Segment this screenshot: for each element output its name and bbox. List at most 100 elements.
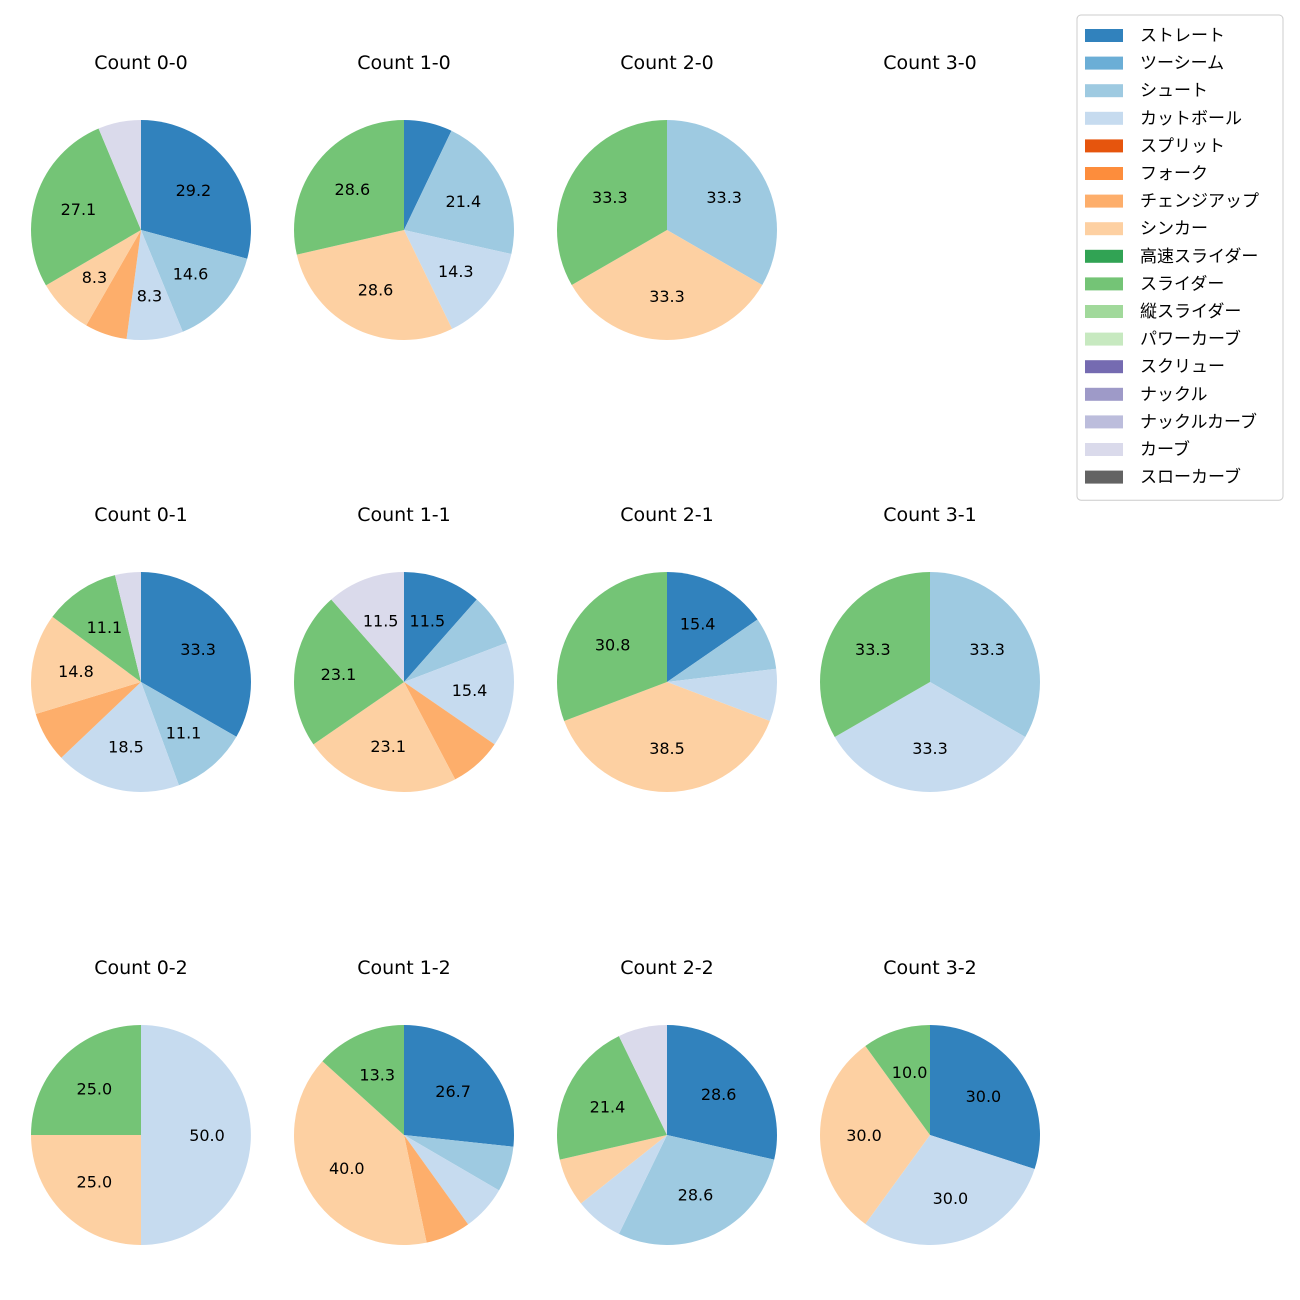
slice-label: 33.3: [969, 640, 1005, 659]
pie-slice: [141, 1025, 251, 1245]
pie-slice: [404, 1025, 514, 1147]
pie-slice: [141, 120, 251, 259]
pie-slice: [98, 120, 141, 230]
slice-label: 11.1: [166, 723, 202, 742]
pie-slice: [294, 120, 404, 255]
legend-swatch: [1085, 139, 1123, 153]
legend-label: ナックル: [1140, 385, 1208, 405]
legend-label: カットボール: [1140, 109, 1242, 129]
pie-slice: [580, 1135, 667, 1234]
pie-slice: [618, 1025, 667, 1135]
pie-slice: [294, 1061, 427, 1246]
legend-label: 高速スライダー: [1140, 247, 1258, 267]
slice-label: 25.0: [77, 1079, 113, 1098]
pie-title: Count 1-2: [357, 957, 451, 979]
pie-slice: [404, 572, 477, 682]
legend-label: チェンジアップ: [1140, 192, 1259, 212]
legend-label: フォーク: [1140, 164, 1208, 184]
slice-label: 13.3: [359, 1066, 395, 1085]
pie-slice: [667, 668, 777, 722]
slice-label: 30.8: [595, 636, 631, 655]
legend-label: ナックルカーブ: [1140, 411, 1257, 432]
pie-chart: Count 1-2 26.7 40.0 13.3: [294, 957, 514, 1246]
pie-slice: [819, 572, 930, 737]
slice-label: 30.0: [846, 1126, 882, 1145]
pie-slice: [45, 230, 141, 326]
pie-chart: Count 0-0 29.2 14.6 8.3 8.3 27.1: [30, 52, 251, 340]
legend-label: カーブ: [1140, 439, 1190, 460]
pie-title: Count 2-2: [620, 957, 714, 979]
pie-slice: [404, 1135, 500, 1225]
pie-title: Count 0-0: [94, 52, 188, 74]
pie-slice: [86, 230, 141, 340]
slice-label: 11.1: [87, 618, 123, 637]
legend-label: パワーカーブ: [1140, 329, 1241, 350]
slice-label: 18.5: [108, 737, 144, 756]
slice-label: 21.4: [590, 1098, 626, 1117]
slice-label: 28.6: [678, 1186, 714, 1205]
pie-chart: Count 3-0: [883, 52, 977, 74]
slice-label: 11.5: [363, 611, 399, 630]
slice-label: 8.3: [137, 286, 162, 305]
legend-label: シュート: [1140, 81, 1208, 101]
pie-slice: [667, 572, 758, 682]
legend-swatch: [1085, 194, 1123, 208]
pie-slice: [141, 682, 237, 786]
legend-label: スライダー: [1140, 274, 1224, 294]
legend-swatch: [1085, 332, 1123, 346]
slice-label: 50.0: [189, 1126, 225, 1145]
pie-title: Count 3-0: [883, 52, 977, 74]
pie-slice: [61, 682, 179, 793]
pie-slice: [52, 575, 141, 682]
pie-slice: [35, 682, 141, 758]
pie-slice: [564, 682, 770, 792]
pie-chart: Count 2-0 33.3 33.3 33.3: [556, 52, 777, 341]
pie-title: Count 0-2: [94, 957, 188, 979]
pie-chart: Count 3-1 33.3 33.3 33.3: [819, 504, 1040, 793]
legend-swatch: [1085, 360, 1123, 374]
slice-label: 21.4: [446, 192, 482, 211]
pie-title: Count 2-0: [620, 52, 714, 74]
pie-slice: [556, 120, 667, 285]
slice-label: 30.0: [966, 1087, 1002, 1106]
pie-title: Count 3-2: [883, 957, 977, 979]
slice-label: 28.6: [358, 281, 394, 300]
legend-frame: [1076, 14, 1284, 501]
slice-label: 33.3: [912, 739, 948, 758]
pie-slice: [930, 572, 1040, 737]
pie-slice: [331, 572, 404, 682]
pie-slice: [404, 1135, 514, 1191]
legend-swatch: [1085, 443, 1123, 456]
pie-slice: [865, 1135, 1035, 1245]
pie-slice: [404, 120, 452, 230]
slice-label: 38.5: [649, 739, 685, 758]
legend-swatch: [1085, 470, 1123, 484]
slice-label: 27.1: [61, 200, 97, 219]
legend-swatch: [1085, 56, 1123, 70]
legend-swatch: [1085, 387, 1123, 401]
slice-label: 14.3: [438, 262, 474, 281]
legend-swatch: [1085, 84, 1123, 98]
pie-slice: [930, 1025, 1040, 1169]
pie-title: Count 1-1: [357, 504, 451, 526]
pie-slice: [31, 1135, 141, 1245]
legend-swatch: [1085, 222, 1123, 236]
pie-slice: [293, 599, 404, 745]
pie-title: Count 3-1: [883, 504, 977, 526]
slice-label: 26.7: [435, 1082, 471, 1101]
slice-label: 23.1: [370, 737, 406, 756]
pie-slice: [31, 1025, 141, 1135]
legend-label: シンカー: [1140, 219, 1208, 239]
pie-slice: [141, 572, 251, 737]
pie-title: Count 2-1: [620, 504, 714, 526]
legend-swatch: [1085, 277, 1123, 291]
pie-slice: [313, 682, 456, 792]
legend-swatch: [1085, 167, 1123, 180]
legend-swatch: [1085, 415, 1123, 429]
pie-slice: [30, 128, 141, 286]
legend-label: ストレート: [1140, 26, 1225, 46]
legend: ストレートツーシームシュートカットボールスプリットフォークチェンジアップシンカー…: [1076, 14, 1284, 501]
pie-chart: Count 2-2 28.6 28.6 21.4: [557, 957, 777, 1245]
legend-label: 縦スライダー: [1140, 302, 1241, 322]
pie-title: Count 0-1: [94, 504, 188, 526]
